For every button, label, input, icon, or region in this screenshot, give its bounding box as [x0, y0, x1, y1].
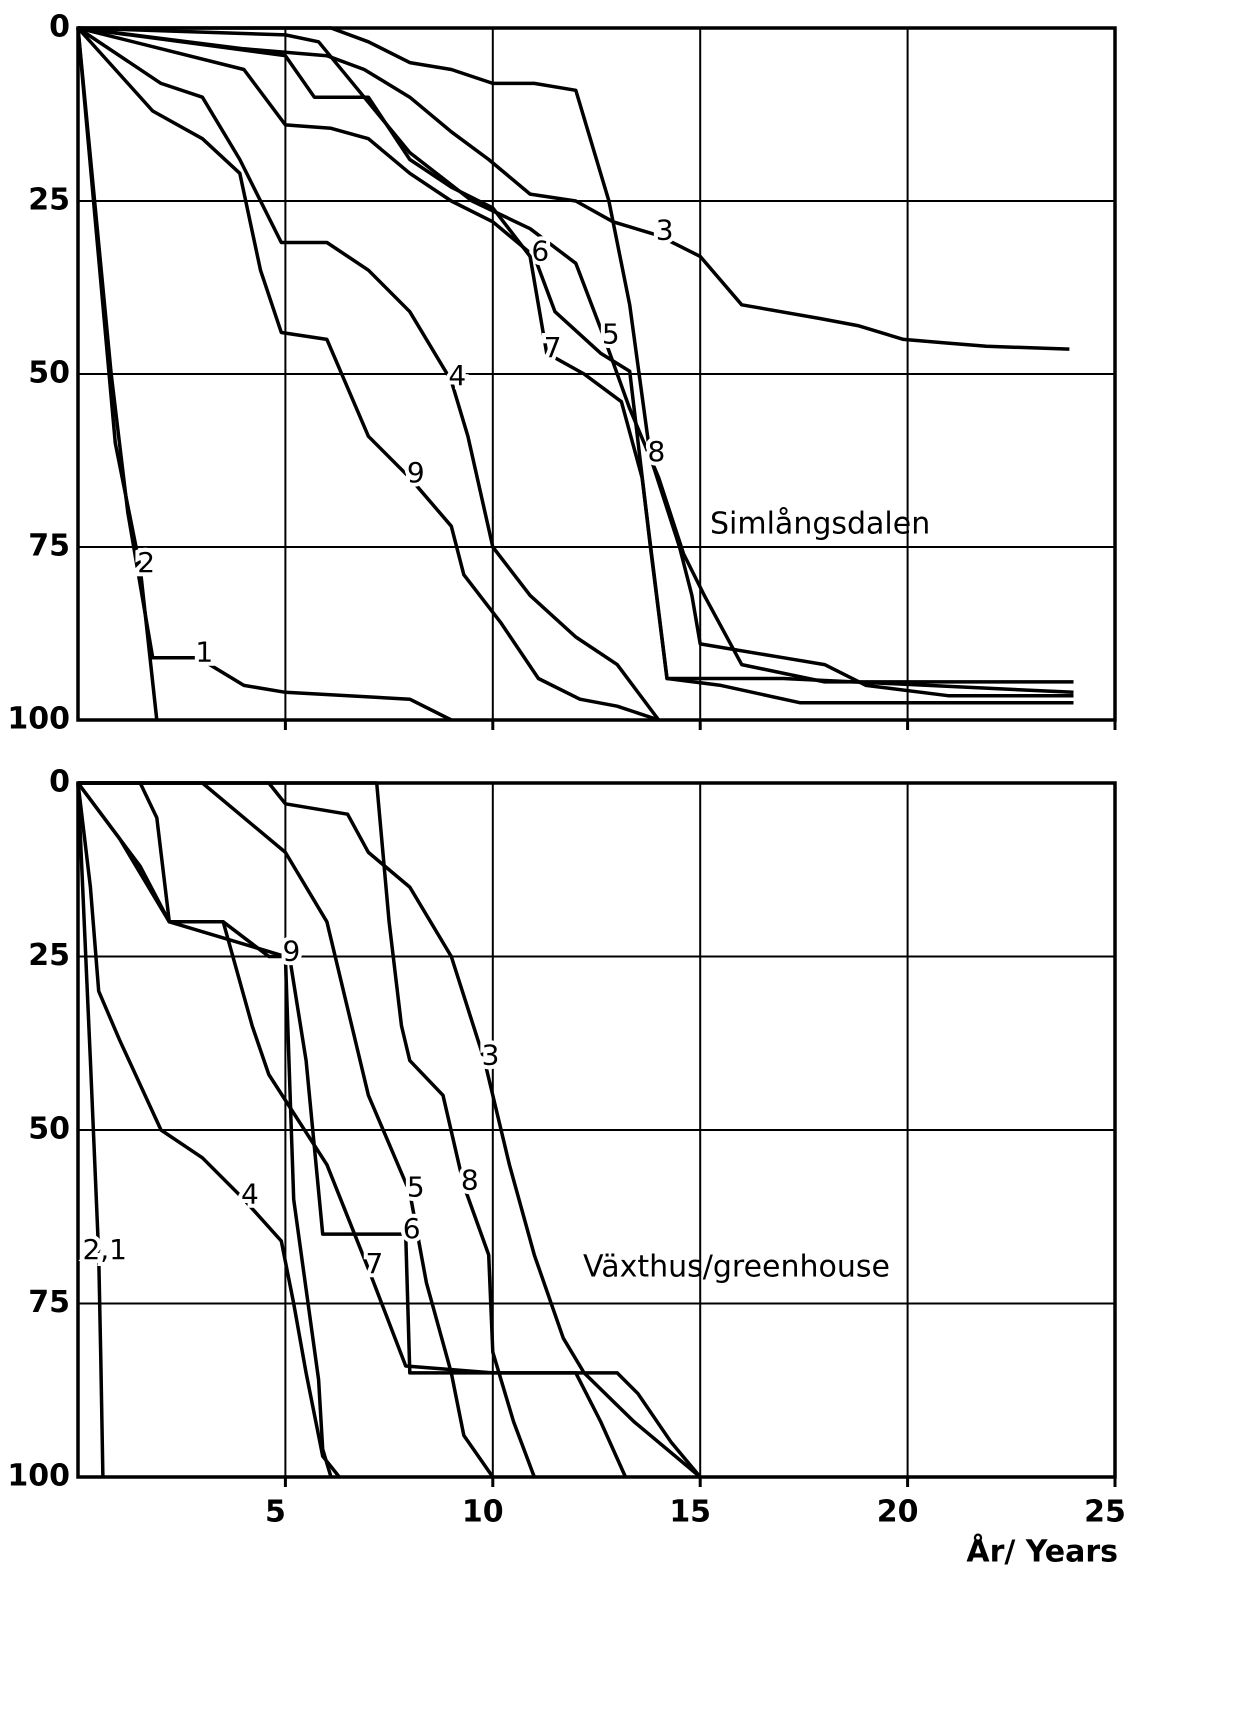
y-tick-label: 75: [28, 529, 70, 564]
series-line: [78, 781, 702, 1479]
series-line: [77, 26, 1070, 351]
x-tick-label: 20: [877, 1495, 919, 1530]
series-line: [76, 782, 105, 1478]
series-label: 6: [531, 234, 549, 267]
series-label: 7: [544, 331, 562, 364]
series-line: [77, 26, 1074, 705]
y-tick-label: 25: [28, 938, 70, 973]
x-tick-label: 15: [669, 1495, 711, 1530]
series-label: 8: [648, 435, 666, 468]
y-tick-label: 50: [28, 356, 70, 391]
x-tick-label: 25: [1084, 1495, 1126, 1530]
series-line: [76, 782, 341, 1479]
series-line: [76, 27, 159, 721]
y-tick-label: 75: [28, 1285, 70, 1320]
series-line: [77, 26, 661, 722]
series-line: [76, 27, 453, 722]
y-tick-label: 0: [49, 10, 70, 45]
y-tick-label: 25: [28, 183, 70, 218]
y-tick-label: 0: [49, 765, 70, 800]
series-line: [77, 26, 1074, 684]
series-label: 2,1: [82, 1233, 127, 1266]
x-tick-label: 10: [462, 1495, 504, 1530]
series-label: 2: [137, 546, 155, 579]
series-label: 6: [403, 1212, 421, 1245]
series-label: 9: [282, 935, 300, 968]
series-line: [76, 26, 660, 722]
series-label: 5: [407, 1170, 425, 1203]
series-label: 3: [656, 214, 674, 247]
annotation: Simlångsdalen: [710, 507, 930, 542]
series-line: [78, 781, 536, 1478]
y-tick-label: 50: [28, 1112, 70, 1147]
plot-frame: [76, 781, 1117, 1479]
series-label: 7: [365, 1247, 383, 1280]
series-label: 8: [461, 1164, 479, 1197]
series-label: 1: [195, 636, 213, 669]
plot-frame: [76, 26, 1117, 722]
y-tick-label: 100: [7, 702, 70, 737]
series-label: 5: [602, 317, 620, 350]
series-label: 4: [448, 359, 466, 392]
annotation: Växthus/greenhouse: [583, 1250, 890, 1285]
series-line: [78, 781, 495, 1479]
series-line: [78, 781, 333, 1478]
series-line: [78, 26, 1074, 698]
series-line: [77, 26, 1074, 695]
y-tick-label: 100: [7, 1459, 70, 1494]
series-label: 3: [482, 1039, 500, 1072]
x-tick-label: 5: [265, 1495, 286, 1530]
series-label: 4: [241, 1177, 259, 1210]
x-axis-label: År/ Years: [966, 1533, 1118, 1570]
series-label: 9: [407, 456, 425, 489]
